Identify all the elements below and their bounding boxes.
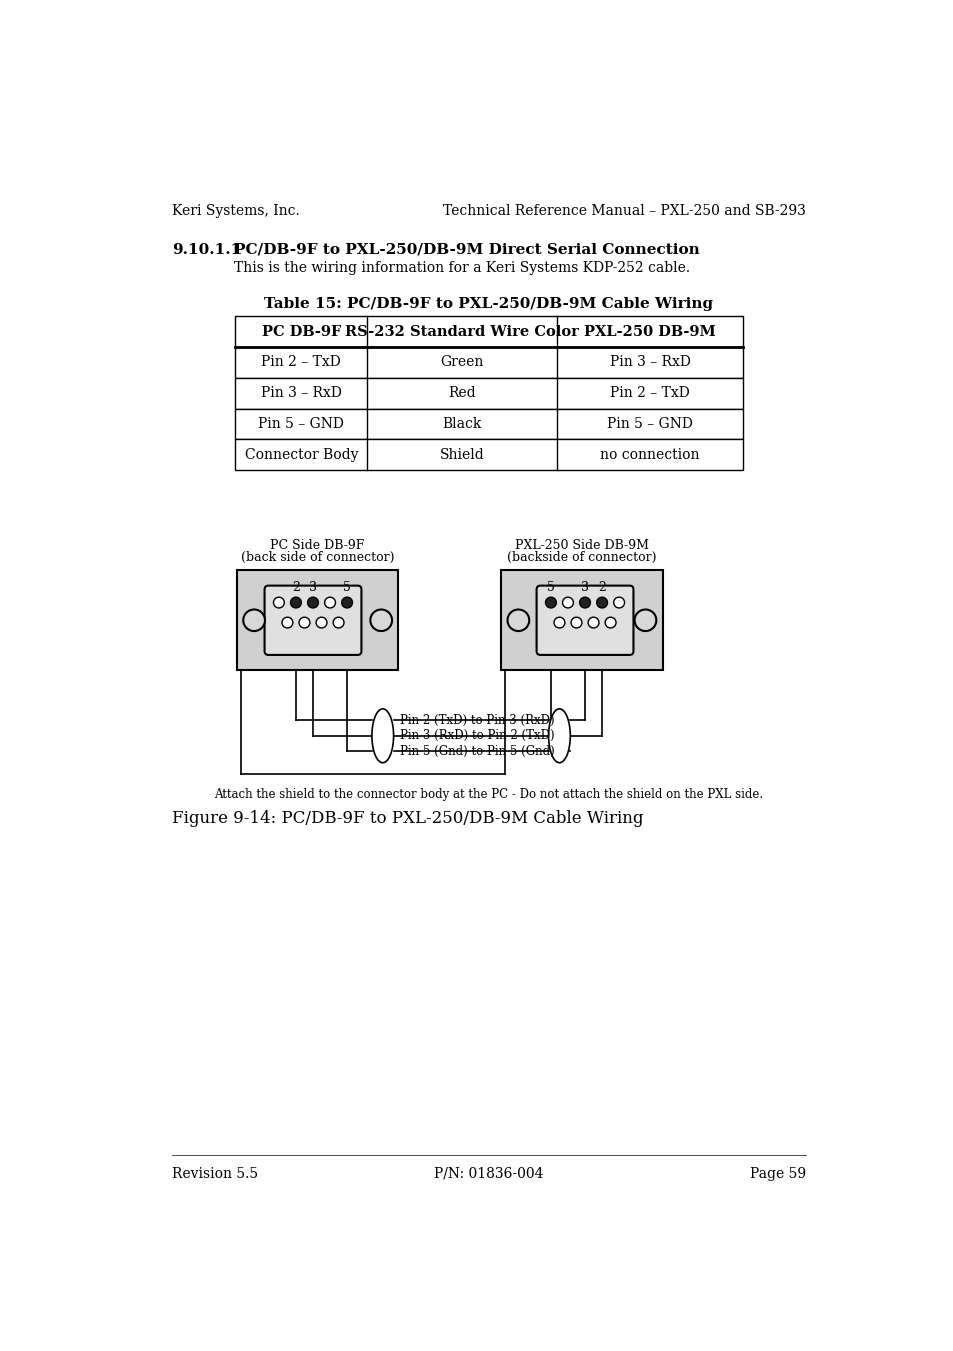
Circle shape <box>243 609 265 631</box>
Text: Page 59: Page 59 <box>749 1167 805 1181</box>
Circle shape <box>507 609 529 631</box>
Text: Keri Systems, Inc.: Keri Systems, Inc. <box>172 204 299 219</box>
Text: Pin 5 – GND: Pin 5 – GND <box>606 417 692 431</box>
Circle shape <box>554 617 564 628</box>
Circle shape <box>562 597 573 608</box>
Text: Pin 3 – RxD: Pin 3 – RxD <box>609 355 690 369</box>
Bar <box>500 570 661 670</box>
Circle shape <box>324 597 335 608</box>
Circle shape <box>613 597 624 608</box>
Text: Table 15: PC/DB-9F to PXL-250/DB-9M Cable Wiring: Table 15: PC/DB-9F to PXL-250/DB-9M Cabl… <box>264 297 713 311</box>
Bar <box>235 439 742 470</box>
Text: Pin 3 – RxD: Pin 3 – RxD <box>261 386 341 400</box>
Text: (backside of connector): (backside of connector) <box>507 551 656 563</box>
Text: 5: 5 <box>343 581 351 593</box>
Text: Pin 2 – TxD: Pin 2 – TxD <box>610 386 689 400</box>
Text: Pin 2 (TxD) to Pin 3 (RxD): Pin 2 (TxD) to Pin 3 (RxD) <box>399 713 554 727</box>
Circle shape <box>333 617 344 628</box>
Text: PXL-250 Side DB-9M: PXL-250 Side DB-9M <box>515 539 648 553</box>
Text: (back side of connector): (back side of connector) <box>241 551 394 563</box>
FancyBboxPatch shape <box>264 585 361 655</box>
Text: Black: Black <box>442 417 481 431</box>
Circle shape <box>274 597 284 608</box>
FancyBboxPatch shape <box>536 585 633 655</box>
Circle shape <box>604 617 616 628</box>
Bar <box>235 378 742 408</box>
Text: Figure 9-14: PC/DB-9F to PXL-250/DB-9M Cable Wiring: Figure 9-14: PC/DB-9F to PXL-250/DB-9M C… <box>172 809 642 827</box>
Text: Red: Red <box>448 386 476 400</box>
Text: 9.10.1.1: 9.10.1.1 <box>172 243 241 257</box>
Text: PXL-250 DB-9M: PXL-250 DB-9M <box>583 324 716 339</box>
Circle shape <box>579 597 590 608</box>
Circle shape <box>315 617 327 628</box>
Text: Connector Body: Connector Body <box>244 447 357 462</box>
Text: Attach the shield to the connector body at the PC - Do not attach the shield on : Attach the shield to the connector body … <box>214 788 762 801</box>
Text: Pin 5 – GND: Pin 5 – GND <box>258 417 344 431</box>
Text: Green: Green <box>440 355 483 369</box>
Circle shape <box>341 597 353 608</box>
Circle shape <box>596 597 607 608</box>
Ellipse shape <box>548 709 570 763</box>
Circle shape <box>634 609 656 631</box>
Bar <box>235 347 742 378</box>
Text: PC Side DB-9F: PC Side DB-9F <box>271 539 364 553</box>
Text: Revision 5.5: Revision 5.5 <box>172 1167 258 1181</box>
Text: Pin 5 (Gnd) to Pin 5 (Gnd): Pin 5 (Gnd) to Pin 5 (Gnd) <box>399 744 554 758</box>
Text: no connection: no connection <box>599 447 700 462</box>
Ellipse shape <box>372 709 394 763</box>
Circle shape <box>291 597 301 608</box>
Text: P/N: 01836-004: P/N: 01836-004 <box>434 1167 543 1181</box>
Text: PC DB-9F: PC DB-9F <box>261 324 341 339</box>
Text: RS-232 Standard Wire Color: RS-232 Standard Wire Color <box>345 324 578 339</box>
Text: 3: 3 <box>580 581 588 593</box>
Bar <box>235 408 742 439</box>
Text: Shield: Shield <box>439 447 484 462</box>
Text: 2: 2 <box>292 581 299 593</box>
Circle shape <box>370 609 392 631</box>
Text: 2: 2 <box>598 581 605 593</box>
Bar <box>235 316 742 347</box>
Bar <box>236 570 397 670</box>
Circle shape <box>545 597 556 608</box>
Circle shape <box>298 617 310 628</box>
Text: 5: 5 <box>546 581 555 593</box>
Text: This is the wiring information for a Keri Systems KDP-252 cable.: This is the wiring information for a Ker… <box>233 261 689 274</box>
Circle shape <box>587 617 598 628</box>
Text: PC/DB-9F to PXL-250/DB-9M Direct Serial Connection: PC/DB-9F to PXL-250/DB-9M Direct Serial … <box>233 243 699 257</box>
Circle shape <box>307 597 318 608</box>
Circle shape <box>571 617 581 628</box>
Text: Technical Reference Manual – PXL-250 and SB-293: Technical Reference Manual – PXL-250 and… <box>442 204 805 219</box>
Text: 3: 3 <box>309 581 316 593</box>
Circle shape <box>282 617 293 628</box>
Text: Pin 2 – TxD: Pin 2 – TxD <box>261 355 341 369</box>
Text: Pin 3 (RxD) to Pin 2 (TxD): Pin 3 (RxD) to Pin 2 (TxD) <box>399 730 554 742</box>
